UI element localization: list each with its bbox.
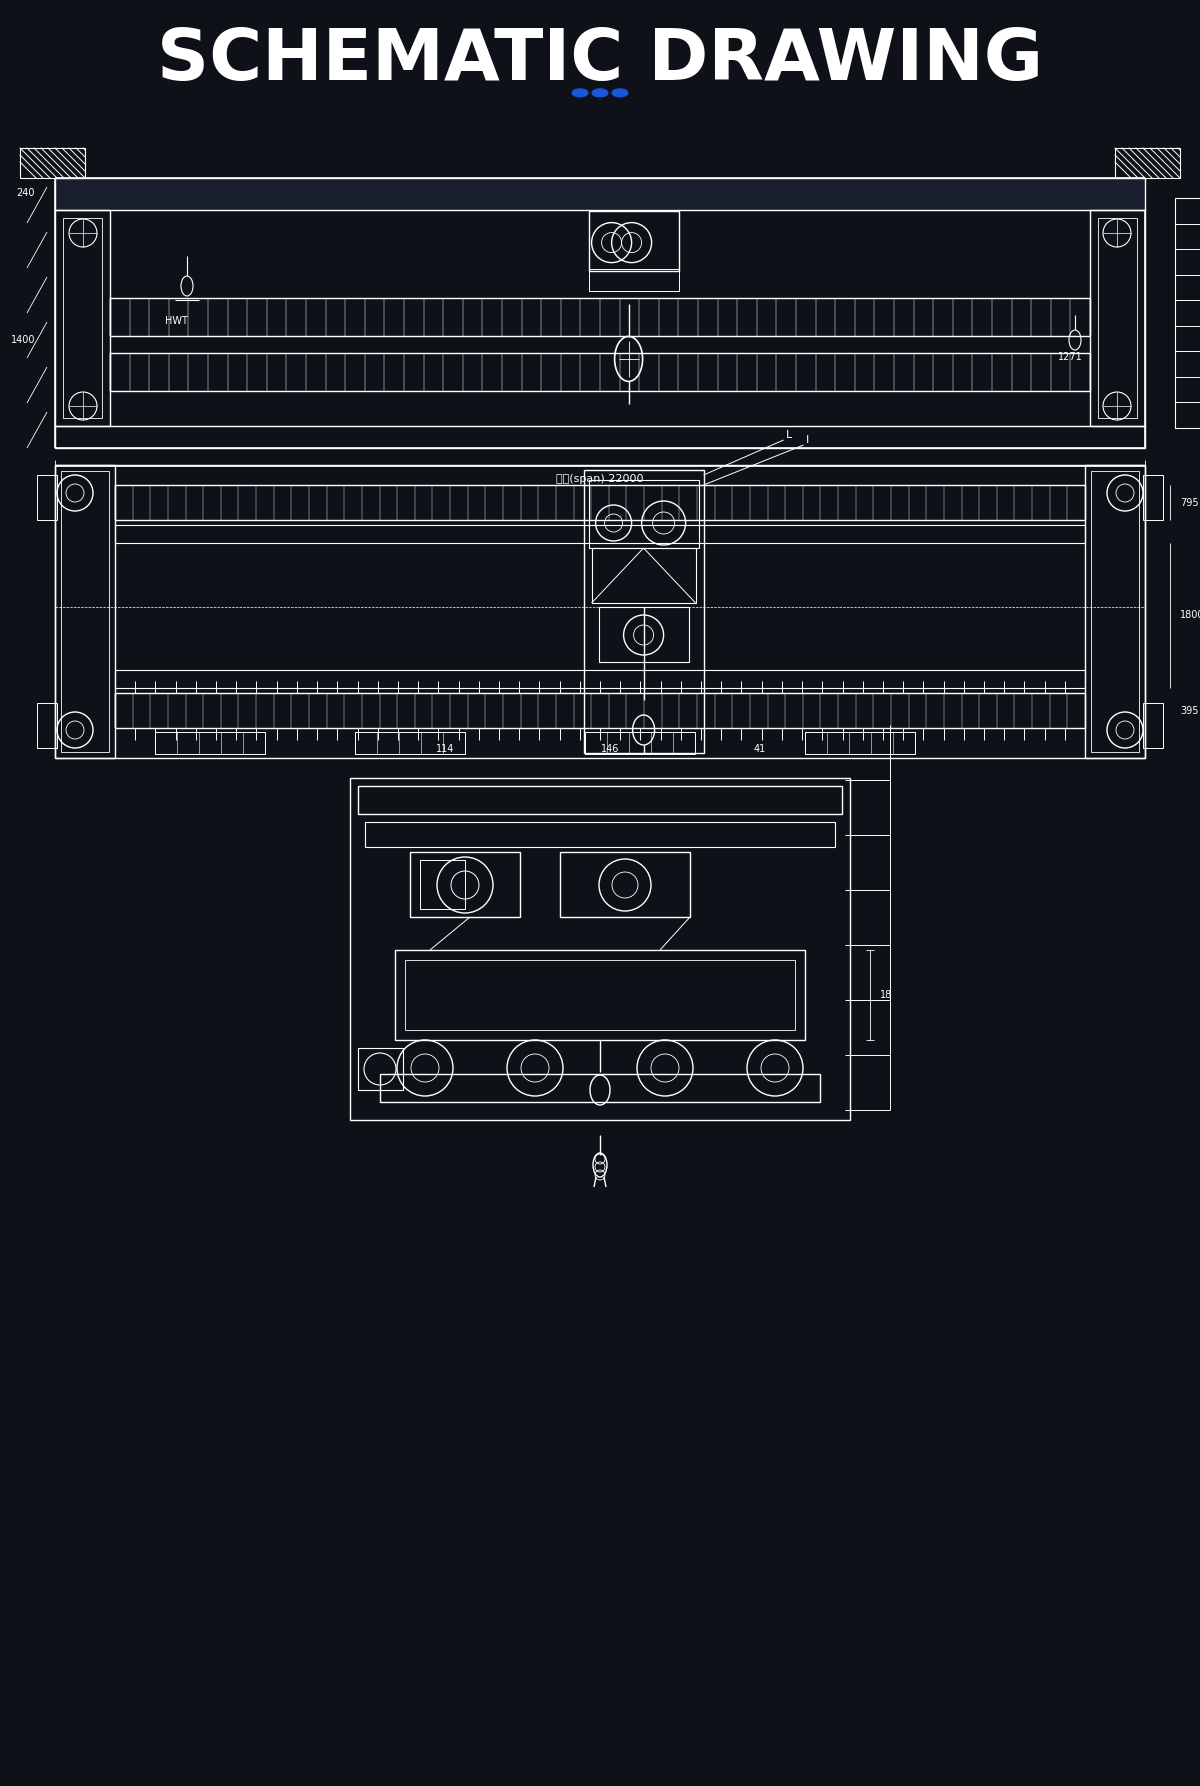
Bar — [1091, 472, 1139, 752]
Bar — [1090, 211, 1145, 427]
Text: I: I — [805, 436, 809, 445]
Bar — [560, 852, 690, 916]
Bar — [420, 861, 466, 909]
Bar — [358, 786, 842, 814]
Bar — [110, 354, 1090, 391]
Bar — [55, 464, 115, 757]
Text: 114: 114 — [436, 745, 454, 754]
Bar — [55, 179, 1145, 211]
Text: 1400: 1400 — [11, 336, 35, 345]
Bar — [1115, 148, 1180, 179]
Bar — [115, 486, 1085, 520]
Bar — [110, 298, 1090, 336]
Bar — [805, 732, 916, 754]
Text: 146: 146 — [601, 745, 619, 754]
Bar — [365, 822, 835, 847]
Bar — [589, 211, 679, 271]
Text: 795: 795 — [1180, 498, 1199, 507]
Text: 跨度(span) 22000: 跨度(span) 22000 — [557, 473, 643, 484]
Text: 1800: 1800 — [1180, 611, 1200, 620]
Bar — [1142, 704, 1163, 748]
Ellipse shape — [572, 89, 588, 96]
Text: 1271: 1271 — [1057, 352, 1082, 363]
Text: L: L — [786, 430, 792, 439]
Bar — [115, 525, 1085, 543]
Bar — [395, 950, 805, 1039]
Bar — [589, 268, 679, 291]
Bar — [64, 218, 102, 418]
Text: 395: 395 — [1180, 705, 1199, 716]
Bar — [55, 211, 110, 427]
Bar — [589, 480, 698, 548]
Bar — [61, 472, 109, 752]
Ellipse shape — [592, 89, 608, 96]
Bar — [155, 732, 265, 754]
Bar — [115, 670, 1085, 688]
Bar — [37, 475, 58, 520]
Bar — [355, 732, 466, 754]
Bar — [599, 607, 689, 663]
Bar — [115, 693, 1085, 729]
Bar — [37, 704, 58, 748]
Ellipse shape — [612, 89, 628, 96]
Text: 240: 240 — [17, 188, 35, 198]
Bar — [586, 732, 695, 754]
Bar — [20, 148, 85, 179]
Bar — [1098, 218, 1138, 418]
Text: HWT: HWT — [166, 316, 188, 327]
Bar — [1142, 475, 1163, 520]
Bar — [592, 548, 696, 604]
Bar — [358, 1048, 403, 1089]
Bar — [1175, 198, 1200, 429]
Text: 18: 18 — [880, 989, 893, 1000]
Bar — [583, 470, 703, 754]
Bar — [350, 779, 850, 1120]
Text: 41: 41 — [754, 745, 766, 754]
Bar — [406, 961, 796, 1031]
Bar — [380, 1073, 820, 1102]
Text: SCHEMATIC DRAWING: SCHEMATIC DRAWING — [157, 27, 1043, 95]
Bar — [1085, 464, 1145, 757]
Bar — [55, 427, 1145, 448]
Bar — [410, 852, 520, 916]
